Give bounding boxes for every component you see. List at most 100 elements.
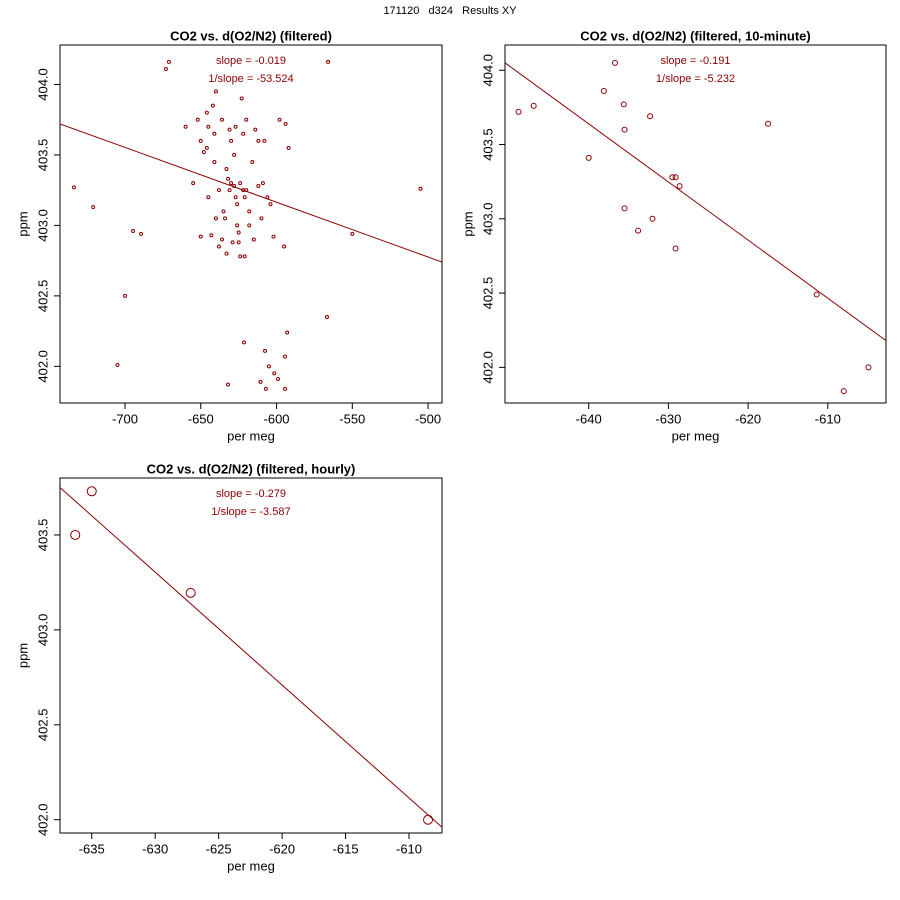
point	[672, 174, 679, 181]
point	[212, 131, 217, 136]
point	[277, 117, 282, 122]
point	[611, 59, 618, 66]
point	[204, 110, 209, 115]
point	[216, 244, 221, 249]
point	[242, 254, 247, 259]
point	[326, 59, 331, 64]
point	[70, 529, 81, 540]
y-tick-label: 402.0	[35, 350, 50, 383]
point	[418, 186, 423, 191]
point	[765, 120, 772, 127]
point	[123, 293, 128, 298]
annotation: 1/slope = -5.232	[656, 73, 735, 85]
point	[813, 291, 820, 298]
point	[213, 89, 218, 94]
point	[250, 159, 255, 164]
point	[226, 176, 231, 181]
point	[235, 202, 240, 207]
point	[206, 195, 211, 200]
point	[235, 223, 240, 228]
point	[185, 587, 196, 598]
point	[139, 231, 144, 236]
chart-title: CO2 vs. d(O2/N2) (filtered, hourly)	[147, 461, 356, 476]
point	[276, 377, 281, 382]
x-tick-label: -630	[142, 841, 168, 856]
point	[223, 216, 228, 221]
point	[191, 181, 196, 186]
x-tick-label: -630	[655, 411, 681, 426]
y-tick-label: 402.0	[35, 803, 50, 836]
page-title: 171120 d324 Results XY	[383, 5, 517, 17]
y-tick-label: 403.5	[35, 139, 50, 172]
y-tick-label: 404.0	[480, 54, 495, 87]
point	[219, 117, 224, 122]
y-tick-label: 404.0	[35, 68, 50, 101]
point	[219, 237, 224, 242]
point	[210, 103, 215, 108]
point	[201, 150, 206, 155]
y-tick-label: 403.5	[480, 128, 495, 161]
x-axis-label: per meg	[227, 858, 275, 873]
point	[247, 223, 252, 228]
point	[263, 348, 268, 353]
x-tick-label: -550	[339, 411, 365, 426]
point	[262, 138, 267, 143]
point	[669, 174, 676, 181]
point	[286, 145, 291, 150]
point	[212, 159, 217, 164]
annotation: slope = -0.019	[216, 55, 286, 67]
point	[241, 131, 246, 136]
point	[272, 371, 277, 376]
x-tick-label: -610	[815, 411, 841, 426]
point	[266, 364, 271, 369]
y-tick-label: 403.0	[480, 203, 495, 236]
point	[324, 315, 329, 320]
fit-line	[60, 487, 442, 828]
point	[166, 59, 171, 64]
point	[647, 113, 654, 120]
point	[209, 233, 214, 238]
x-tick-label: -700	[112, 411, 138, 426]
plot-frame	[504, 44, 887, 404]
annotation: 1/slope = -3.587	[211, 506, 290, 518]
y-tick-label: 402.5	[35, 709, 50, 742]
chart-title: CO2 vs. d(O2/N2) (filtered)	[170, 28, 332, 43]
point	[241, 340, 246, 345]
point	[840, 388, 847, 395]
point	[227, 127, 232, 132]
point	[238, 254, 243, 259]
x-axis-label: per meg	[227, 428, 275, 443]
point	[115, 362, 120, 367]
point	[163, 66, 168, 71]
point	[204, 145, 209, 150]
point	[256, 183, 261, 188]
point	[621, 205, 628, 212]
point	[621, 126, 628, 133]
y-tick-label: 403.0	[35, 209, 50, 242]
x-tick-label: -625	[206, 841, 232, 856]
point	[86, 486, 97, 497]
y-tick-label: 402.0	[480, 351, 495, 384]
point	[232, 152, 237, 157]
point	[285, 330, 290, 335]
x-axis-label: per meg	[672, 428, 720, 443]
x-tick-label: -615	[333, 841, 359, 856]
x-tick-label: -610	[396, 841, 422, 856]
x-tick-label: -635	[79, 841, 105, 856]
point	[239, 96, 244, 101]
y-tick-label: 403.0	[35, 614, 50, 647]
point	[91, 205, 96, 210]
point	[350, 231, 355, 236]
point	[259, 216, 264, 221]
x-tick-label: -650	[188, 411, 214, 426]
point	[423, 814, 434, 825]
point	[253, 127, 258, 132]
point	[283, 386, 288, 391]
point	[229, 181, 234, 186]
point	[224, 251, 229, 256]
point	[226, 382, 231, 387]
point	[585, 154, 592, 161]
point	[251, 237, 256, 242]
annotation: 1/slope = -53.524	[208, 73, 293, 85]
